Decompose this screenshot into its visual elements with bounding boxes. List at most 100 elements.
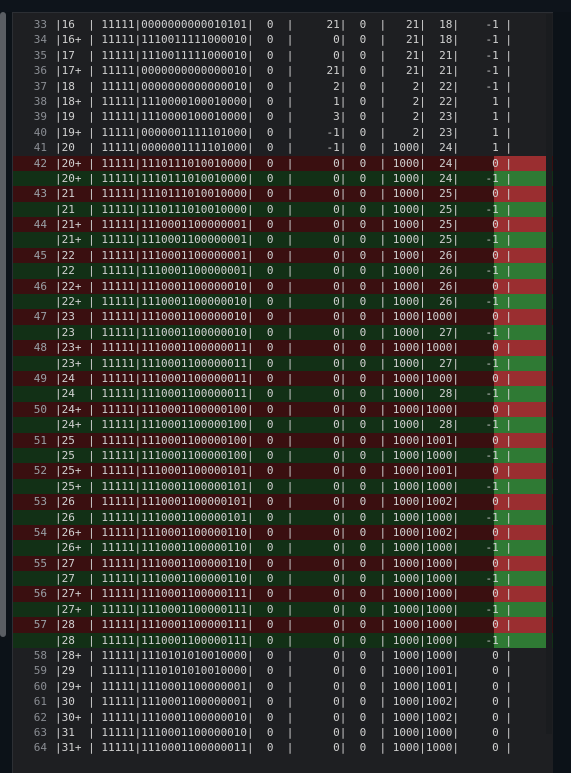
diff-line[interactable]: 39 |19 | 11111|1110000100010000| 0 | 3| 0… — [13, 109, 553, 124]
line-text: |28 | 11111|1110001100000111| 0 | 0| 0 |… — [55, 618, 512, 632]
line-number: 43 — [33, 187, 47, 201]
line-text: |21 | 11111|1110111010010000| 0 | 0| 0 |… — [55, 187, 512, 201]
diff-line-added[interactable]: |24+ | 11111|1110001100000100| 0 | 0| 0 … — [13, 417, 553, 433]
diff-line-added[interactable]: |25+ | 11111|1110001100000101| 0 | 0| 0 … — [13, 478, 553, 495]
changed-cell-highlight — [494, 494, 548, 510]
diff-line[interactable]: 60 |29+ | 11111|1110001100000001| 0 | 0| … — [13, 679, 553, 694]
diff-line-deleted[interactable]: 46 |22+ | 11111|1110001100000010| 0 | 0| … — [13, 278, 553, 295]
line-number: 63 — [33, 725, 47, 739]
line-text: |17 | 11111|1110011111000010| 0 | 0| 0 |… — [55, 48, 512, 62]
changed-cell-highlight — [494, 186, 548, 202]
line-text: |22+ | 11111|1110001100000010| 0 | 0| 0 … — [55, 295, 512, 309]
diff-line[interactable]: 37 |18 | 11111|0000000000000010| 0 | 2| 0… — [13, 79, 553, 94]
diff-line[interactable]: 40 |19+ | 11111|0000001111101000| 0 | -1|… — [13, 125, 553, 140]
changed-cell-highlight — [494, 278, 548, 295]
diff-line-deleted[interactable]: 55 |27 | 11111|1110001100000110| 0 | 0| 0… — [13, 555, 553, 572]
diff-line-added[interactable]: |20+ | 11111|1110111010010000| 0 | 0| 0 … — [13, 170, 553, 187]
diff-line-added[interactable]: |27 | 11111|1110001100000110| 0 | 0| 0 |… — [13, 571, 553, 587]
changed-cell-highlight — [494, 355, 548, 371]
line-number: 35 — [33, 48, 47, 62]
changed-cell-highlight — [494, 586, 548, 602]
line-text: |23+ | 11111|1110001100000011| 0 | 0| 0 … — [55, 341, 512, 355]
diff-line-deleted[interactable]: 54 |26+ | 11111|1110001100000110| 0 | 0| … — [13, 524, 553, 541]
changed-cell-highlight — [494, 155, 548, 171]
changed-cell-highlight — [494, 555, 548, 572]
line-text: |23 | 11111|1110001100000010| 0 | 0| 0 |… — [55, 325, 512, 339]
diff-line-deleted[interactable]: 49 |24 | 11111|1110001100000011| 0 | 0| 0… — [13, 370, 553, 387]
diff-line[interactable]: 41 |20 | 11111|0000001111101000| 0 | -1| … — [13, 140, 553, 155]
diff-lines: 33 |16 | 11111|0000000000010101| 0 | 21| … — [13, 17, 553, 756]
diff-line-deleted[interactable]: 43 |21 | 11111|1110111010010000| 0 | 0| 0… — [13, 186, 553, 202]
diff-line[interactable]: 33 |16 | 11111|0000000000010101| 0 | 21| … — [13, 17, 553, 32]
diff-line-deleted[interactable]: 53 |26 | 11111|1110001100000101| 0 | 0| 0… — [13, 494, 553, 510]
line-text: |25+ | 11111|1110001100000101| 0 | 0| 0 … — [55, 479, 512, 493]
line-text: |24+ | 11111|1110001100000100| 0 | 0| 0 … — [55, 418, 512, 432]
diff-line-deleted[interactable]: 57 |28 | 11111|1110001100000111| 0 | 0| 0… — [13, 617, 553, 633]
diff-line[interactable]: 63 |31 | 11111|1110001100000010| 0 | 0| 0… — [13, 725, 553, 740]
line-text: |19+ | 11111|0000001111101000| 0 | -1| 0… — [55, 125, 512, 139]
line-text: |27+ | 11111|1110001100000111| 0 | 0| 0 … — [55, 587, 512, 601]
diff-line[interactable]: 62 |30+ | 11111|1110001100000010| 0 | 0| … — [13, 710, 553, 725]
diff-line-added[interactable]: |28 | 11111|1110001100000111| 0 | 0| 0 |… — [13, 632, 553, 649]
changed-cell-highlight — [494, 540, 548, 556]
line-number: 57 — [33, 618, 47, 632]
diff-line[interactable]: 38 |18+ | 11111|1110000100010000| 0 | 1| … — [13, 94, 553, 109]
diff-line-deleted[interactable]: 47 |23 | 11111|1110001100000010| 0 | 0| 0… — [13, 309, 553, 325]
diff-line-deleted[interactable]: 52 |25+ | 11111|1110001100000101| 0 | 0| … — [13, 463, 553, 479]
diff-line[interactable]: 59 |29 | 11111|1110101010010000| 0 | 0| 0… — [13, 663, 553, 678]
diff-line-added[interactable]: |23+ | 11111|1110001100000011| 0 | 0| 0 … — [13, 355, 553, 371]
diff-line-added[interactable]: |26 | 11111|1110001100000101| 0 | 0| 0 |… — [13, 509, 553, 525]
diff-line[interactable]: 34 |16+ | 11111|1110011111000010| 0 | 0| … — [13, 32, 553, 47]
changed-cell-highlight — [494, 432, 548, 448]
line-text: |21 | 11111|1110111010010000| 0 | 0| 0 |… — [55, 202, 512, 216]
diff-line-deleted[interactable]: 48 |23+ | 11111|1110001100000011| 0 | 0| … — [13, 340, 553, 356]
diff-line-added[interactable]: |27+ | 11111|1110001100000111| 0 | 0| 0 … — [13, 601, 553, 618]
diff-line-added[interactable]: |22+ | 11111|1110001100000010| 0 | 0| 0 … — [13, 294, 553, 310]
diff-line[interactable]: 35 |17 | 11111|1110011111000010| 0 | 0| 0… — [13, 48, 553, 63]
vertical-scrollbar[interactable] — [546, 14, 552, 734]
diff-line[interactable]: 36 |17+ | 11111|0000000000000010| 0 | 21|… — [13, 63, 553, 78]
diff-line-deleted[interactable]: 50 |24+ | 11111|1110001100000100| 0 | 0| … — [13, 401, 553, 418]
diff-line-added[interactable]: |23 | 11111|1110001100000010| 0 | 0| 0 |… — [13, 324, 553, 341]
line-text: |20+ | 11111|1110111010010000| 0 | 0| 0 … — [55, 156, 512, 170]
changed-cell-highlight — [494, 617, 548, 633]
line-number: 49 — [33, 371, 47, 385]
diff-line[interactable]: 58 |28+ | 11111|1110101010010000| 0 | 0| … — [13, 648, 553, 663]
line-text: |26+ | 11111|1110001100000110| 0 | 0| 0 … — [55, 541, 512, 555]
changed-cell-highlight — [494, 447, 548, 464]
changed-cell-highlight — [494, 401, 548, 418]
diff-line-deleted[interactable]: 44 |21+ | 11111|1110001100000001| 0 | 0| … — [13, 217, 553, 233]
diff-line-added[interactable]: |24 | 11111|1110001100000011| 0 | 0| 0 |… — [13, 386, 553, 402]
left-scroll-indicator[interactable] — [0, 12, 6, 637]
line-text: |31 | 11111|1110001100000010| 0 | 0| 0 |… — [55, 725, 512, 739]
changed-cell-highlight — [494, 478, 548, 495]
line-text: |16+ | 11111|1110011111000010| 0 | 0| 0 … — [55, 33, 512, 47]
line-number: 41 — [33, 141, 47, 155]
changed-cell-highlight — [494, 217, 548, 233]
diff-line-added[interactable]: |25 | 11111|1110001100000100| 0 | 0| 0 |… — [13, 447, 553, 464]
changed-cell-highlight — [494, 601, 548, 618]
line-text: |27+ | 11111|1110001100000111| 0 | 0| 0 … — [55, 602, 512, 616]
changed-cell-highlight — [494, 370, 548, 387]
diff-line-added[interactable]: |26+ | 11111|1110001100000110| 0 | 0| 0 … — [13, 540, 553, 556]
line-number: 64 — [33, 741, 47, 755]
diff-line[interactable]: 64 |31+ | 11111|1110001100000011| 0 | 0| … — [13, 740, 553, 755]
diff-line-deleted[interactable]: 56 |27+ | 11111|1110001100000111| 0 | 0| … — [13, 586, 553, 602]
diff-line-deleted[interactable]: 51 |25 | 11111|1110001100000100| 0 | 0| 0… — [13, 432, 553, 448]
diff-line-added[interactable]: |21 | 11111|1110111010010000| 0 | 0| 0 |… — [13, 201, 553, 218]
diff-line-deleted[interactable]: 45 |22 | 11111|1110001100000001| 0 | 0| 0… — [13, 247, 553, 264]
line-number: 38 — [33, 94, 47, 108]
line-number: 53 — [33, 495, 47, 509]
line-text: |24+ | 11111|1110001100000100| 0 | 0| 0 … — [55, 402, 512, 416]
line-number: 33 — [33, 18, 47, 31]
changed-cell-highlight — [494, 386, 548, 402]
changed-cell-highlight — [494, 509, 548, 525]
diff-line-added[interactable]: |21+ | 11111|1110001100000001| 0 | 0| 0 … — [13, 232, 553, 248]
diff-line-added[interactable]: |22 | 11111|1110001100000001| 0 | 0| 0 |… — [13, 263, 553, 279]
changed-cell-highlight — [494, 417, 548, 433]
diff-line[interactable]: 61 |30 | 11111|1110001100000001| 0 | 0| 0… — [13, 694, 553, 709]
line-text: |21+ | 11111|1110001100000001| 0 | 0| 0 … — [55, 218, 512, 232]
diff-line-deleted[interactable]: 42 |20+ | 11111|1110111010010000| 0 | 0| … — [13, 155, 553, 171]
line-number: 50 — [33, 402, 47, 416]
line-number: 58 — [33, 649, 47, 663]
